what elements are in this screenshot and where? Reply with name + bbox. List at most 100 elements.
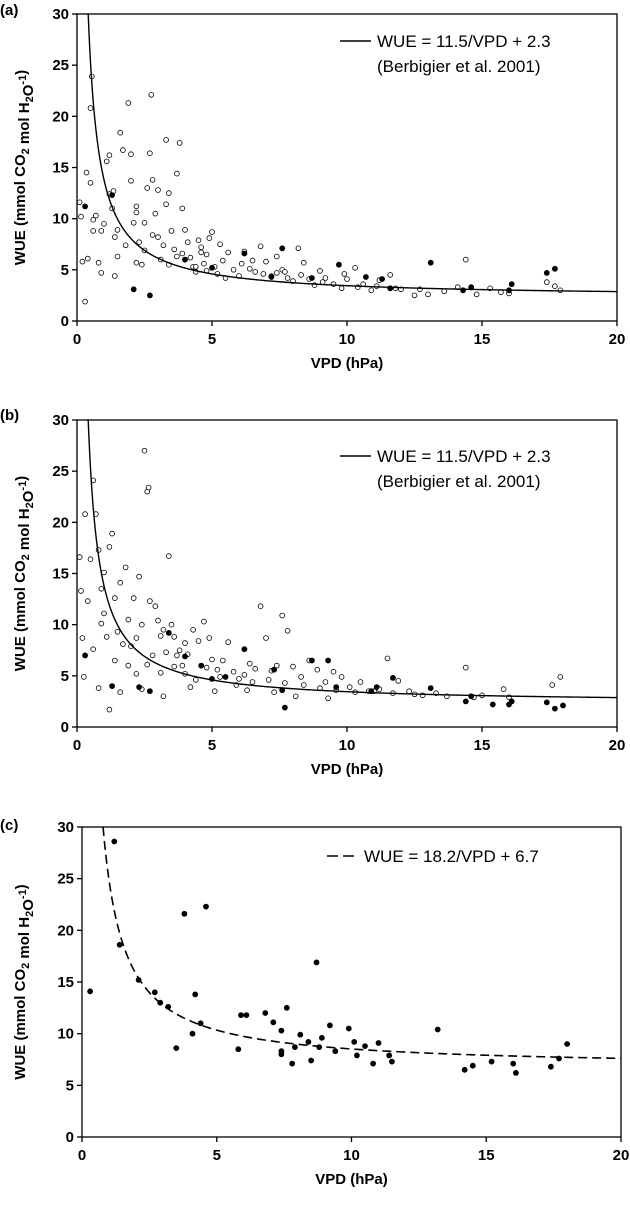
x-tick-label-c: 5: [213, 1147, 221, 1164]
open-point-b: [81, 674, 87, 680]
open-point-a: [112, 273, 118, 279]
filled-point-c: [181, 910, 188, 917]
open-point-b: [314, 666, 321, 673]
filled-point-a: [146, 292, 153, 299]
plot-frame-b: [76, 419, 618, 728]
open-point-b: [95, 685, 102, 691]
filled-point-b: [489, 701, 496, 708]
filled-point-c: [375, 1040, 382, 1046]
open-point-a: [425, 291, 431, 298]
open-point-b: [117, 689, 123, 696]
open-point-b: [214, 666, 221, 673]
open-point-a: [198, 244, 205, 251]
open-point-a: [273, 253, 280, 260]
open-point-a: [93, 212, 99, 219]
open-point-a: [295, 245, 302, 252]
open-point-a: [112, 234, 118, 240]
open-point-a: [147, 150, 153, 157]
open-point-b: [139, 621, 145, 628]
filled-point-b: [136, 684, 142, 690]
filled-point-c: [564, 1041, 570, 1047]
filled-point-c: [326, 1022, 333, 1029]
x-tick-label-b: 20: [609, 737, 626, 754]
filled-point-c: [87, 988, 93, 995]
filled-point-b: [82, 652, 88, 659]
open-point-b: [325, 695, 331, 702]
open-point-b: [136, 573, 142, 580]
open-point-a: [230, 266, 237, 273]
y-tick-label-b: 30: [52, 412, 69, 429]
y-tick-label-c: 25: [57, 871, 74, 888]
fit-curve-c: [102, 826, 622, 1060]
filled-point-b: [506, 701, 512, 708]
legend-equation-a: WUE = 11.5/VPD + 2.3: [377, 32, 551, 51]
open-point-b: [168, 621, 175, 628]
y-axis-label-b: WUE (mmol CO2 mol H2O-1): [12, 476, 37, 671]
fit-curve-a: [87, 13, 618, 293]
filled-point-a: [279, 245, 286, 252]
open-point-a: [82, 298, 88, 305]
filled-point-b: [373, 684, 380, 690]
open-point-a: [98, 270, 105, 276]
open-point-a: [79, 258, 86, 265]
open-point-a: [106, 152, 113, 159]
chart-panel-c: (c) 0 5 10 15 20 25 30 0 5 10 15 20 WUE = 18.2/VPD…: [0, 815, 630, 1215]
filled-point-c: [461, 1066, 468, 1073]
open-point-a: [257, 243, 264, 250]
filled-point-b: [389, 674, 396, 681]
open-point-a: [322, 275, 329, 281]
filled-point-a: [82, 203, 88, 210]
open-point-a: [247, 265, 253, 272]
filled-point-c: [488, 1058, 495, 1065]
open-point-b: [152, 603, 159, 610]
filled-point-c: [189, 1030, 196, 1037]
open-point-a: [543, 279, 550, 285]
filled-point-b: [462, 698, 469, 705]
open-point-a: [411, 292, 418, 299]
open-point-b: [112, 657, 118, 664]
filled-point-c: [345, 1025, 352, 1032]
x-axis-label-c: VPD (hPa): [315, 1171, 388, 1188]
open-point-b: [157, 669, 164, 676]
open-point-a: [225, 249, 232, 256]
open-point-a: [298, 272, 304, 278]
open-point-a: [98, 228, 105, 234]
open-point-b: [114, 629, 121, 635]
open-point-b: [203, 664, 210, 671]
open-point-a: [78, 213, 84, 220]
filled-point-a: [241, 250, 248, 257]
filled-point-b: [281, 704, 288, 711]
open-point-a: [152, 210, 159, 217]
open-point-b: [109, 530, 115, 537]
open-point-a: [179, 205, 186, 212]
x-tick-label-c: 15: [478, 1147, 495, 1164]
open-point-b: [176, 647, 183, 654]
filled-point-c: [308, 1057, 314, 1064]
chart-c-svg: (c) 0 5 10 15 20 25 30 0 5 10 15 20 WUE = 18.2/VPD…: [0, 817, 629, 1188]
open-point-a: [174, 253, 180, 260]
open-point-b: [98, 620, 105, 627]
open-point-a: [273, 270, 280, 276]
open-point-a: [198, 249, 205, 256]
filled-point-c: [238, 1012, 244, 1018]
x-tick-label-a: 20: [609, 331, 626, 348]
open-point-a: [184, 239, 191, 246]
open-point-a: [141, 220, 148, 226]
open-point-a: [317, 268, 323, 274]
open-point-b: [187, 684, 194, 690]
filled-point-a: [508, 281, 515, 288]
y-axis-label-a: WUE (mmol CO2 mol H2O-1): [12, 70, 37, 265]
open-point-a: [136, 239, 142, 246]
filled-point-b: [560, 702, 566, 709]
open-point-b: [557, 674, 564, 680]
open-point-a: [114, 227, 121, 233]
open-point-b: [330, 668, 337, 675]
open-point-a: [128, 151, 134, 158]
filled-point-c: [235, 1046, 242, 1053]
open-point-a: [163, 201, 169, 208]
filled-point-c: [353, 1052, 360, 1059]
filled-point-c: [262, 1010, 269, 1016]
filled-point-c: [270, 1019, 277, 1026]
open-point-b: [279, 612, 286, 619]
open-point-a: [90, 228, 96, 234]
